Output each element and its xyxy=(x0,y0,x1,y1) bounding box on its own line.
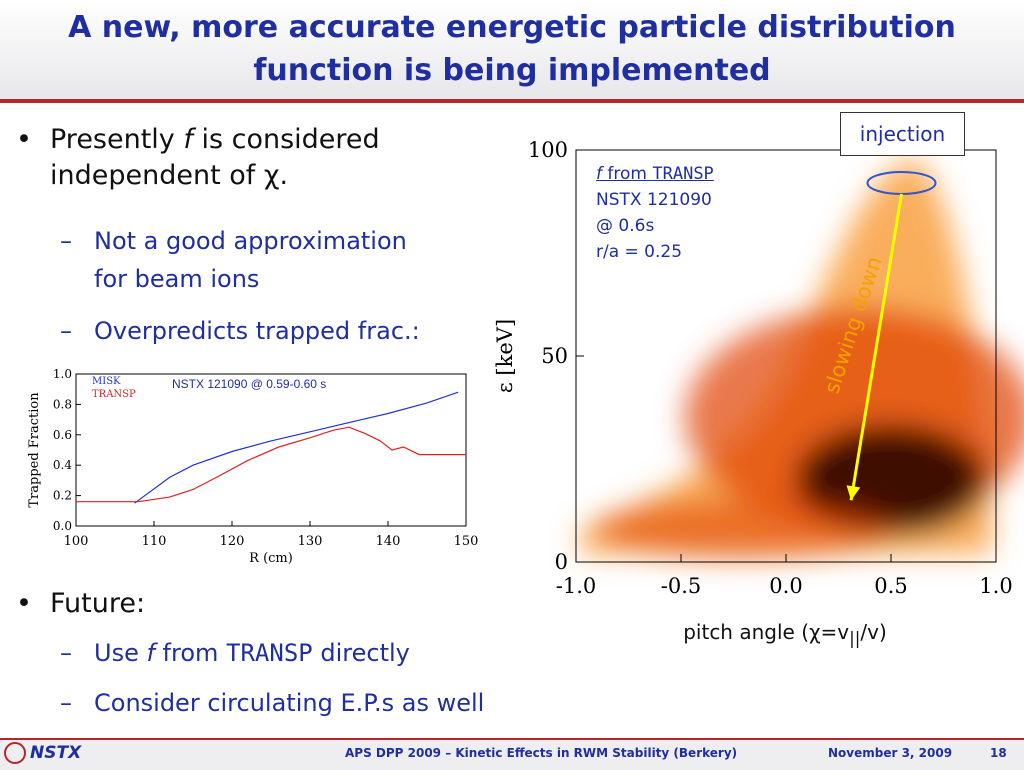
dash: – xyxy=(60,222,72,260)
transp-code: TRANSP xyxy=(226,639,313,667)
slide-title-line2: function is being implemented xyxy=(30,49,994,92)
injection-label: injection xyxy=(860,122,945,146)
title-divider xyxy=(0,99,1024,103)
sub-bullet-text: for beam ions xyxy=(94,265,259,293)
sub-bullet-use-f: – Use f from TRANSP directly xyxy=(94,634,410,672)
x-tick-label: 110 xyxy=(142,534,167,549)
sub-bullet-text: Not a good approximation xyxy=(94,227,407,255)
sub-bullet-overpredicts: – Overpredicts trapped frac.: xyxy=(94,312,420,350)
x-tick-label: 0.5 xyxy=(874,574,907,598)
x-axis-label: R (cm) xyxy=(249,551,293,566)
y-tick-label: 0.4 xyxy=(53,458,72,472)
bullet-text: independent of χ. xyxy=(50,160,288,191)
legend-entry-transp: TRANSP xyxy=(92,389,136,400)
transp-code: TRANSP xyxy=(652,164,713,184)
y-tick-label: 0 xyxy=(555,550,568,574)
y-axis-label: ε [keV] xyxy=(493,319,517,393)
x-tick-label: -1.0 xyxy=(556,574,597,598)
f-symbol: f xyxy=(183,124,193,155)
sub-bullet-circulating: – Consider circulating E.P.s as well xyxy=(94,684,484,722)
heatmap-low-band xyxy=(594,499,894,559)
distribution-heatmap: -1.0 -0.5 0.0 0.5 1.0 0 50 100 ε [keV] xyxy=(490,130,1024,610)
nstx-logo-icon xyxy=(4,742,26,764)
footer-page-number: 18 xyxy=(990,746,1007,760)
bullet-future: • Future: xyxy=(50,586,145,622)
sub-bullet-approximation: – Not a good approximation for beam ions xyxy=(94,222,407,298)
footer-date: November 3, 2009 xyxy=(828,746,952,760)
bullet-dot: • xyxy=(16,586,32,622)
x-tick-label: 120 xyxy=(220,534,245,549)
y-axis-label: Trapped Fraction xyxy=(27,392,42,508)
bullet-text: is considered xyxy=(193,124,380,155)
y-tick-label: 0.6 xyxy=(53,428,72,442)
slide-title-line1: A new, more accurate energetic particle … xyxy=(30,6,994,49)
sub-bullet-text: Consider circulating E.P.s as well xyxy=(94,689,484,717)
x-tick-label: -0.5 xyxy=(661,574,702,598)
bullet-dot: • xyxy=(16,122,32,158)
bullet-presently: • Presently f is considered independent … xyxy=(50,122,380,194)
sub-bullet-text: from xyxy=(155,639,226,667)
bullet-text: Presently xyxy=(50,124,183,155)
info-shot: NSTX 121090 xyxy=(596,187,714,213)
y-tick-label: 0.8 xyxy=(53,397,72,411)
y-tick-label: 100 xyxy=(528,138,568,162)
x-tick-label: 130 xyxy=(298,534,323,549)
x-tick-label: 1.0 xyxy=(979,574,1012,598)
legend-entry-misk: MISK xyxy=(92,376,121,387)
x-tick-label: 0.0 xyxy=(769,574,802,598)
sub-bullet-text: Use xyxy=(94,639,146,667)
dash: – xyxy=(60,634,72,672)
info-from: from xyxy=(602,164,652,184)
bullet-text: Future: xyxy=(50,588,145,619)
f-symbol: f xyxy=(146,639,154,667)
footer-conference: APS DPP 2009 – Kinetic Effects in RWM St… xyxy=(345,746,737,760)
xlabel-pre: pitch angle (χ=v xyxy=(683,620,849,644)
dash: – xyxy=(60,684,72,722)
nstx-logo-text: NSTX xyxy=(30,743,81,763)
y-tick-label: 0.0 xyxy=(53,519,72,533)
y-tick-label: 1.0 xyxy=(53,367,72,381)
dash: – xyxy=(60,312,72,350)
y-tick-label: 0.2 xyxy=(53,489,72,503)
info-radius: r/a = 0.25 xyxy=(596,239,714,265)
injection-label-box: injection xyxy=(840,112,965,156)
info-source: f from TRANSP xyxy=(596,161,714,187)
series-line-misk xyxy=(135,392,459,503)
xlabel-sub: || xyxy=(849,629,860,648)
y-tick-label: 50 xyxy=(541,344,568,368)
slide-title: A new, more accurate energetic particle … xyxy=(30,6,994,92)
x-tick-label: 100 xyxy=(64,534,89,549)
xlabel-post: /v) xyxy=(860,620,886,644)
x-tick-label: 150 xyxy=(454,534,479,549)
heatmap-xlabel: pitch angle (χ=v||/v) xyxy=(650,620,920,648)
series-line-transp xyxy=(76,427,466,502)
chart-title: NSTX 121090 @ 0.59-0.60 s xyxy=(172,377,326,391)
info-time: @ 0.6s xyxy=(596,213,714,239)
heatmap-info: f from TRANSP NSTX 121090 @ 0.6s r/a = 0… xyxy=(596,161,714,265)
x-tick-label: 140 xyxy=(376,534,401,549)
sub-bullet-text: Overpredicts trapped frac.: xyxy=(94,317,420,345)
trapped-fraction-chart: 100 110 120 130 140 150 0.0 0.2 0.4 0.6 0.8 1.0 MISK… xyxy=(20,362,490,584)
sub-bullet-text: directly xyxy=(313,639,410,667)
